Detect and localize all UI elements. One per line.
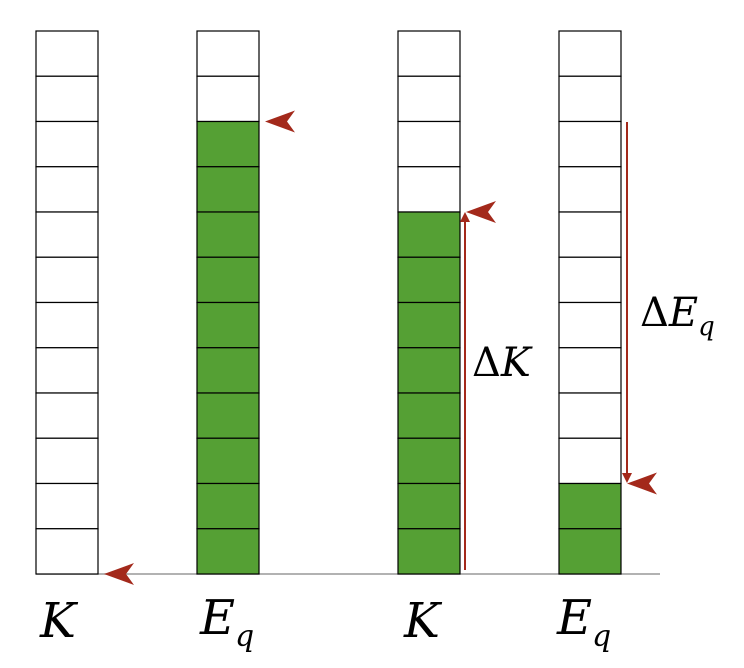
empty-cell	[35, 256, 99, 304]
empty-cell	[558, 30, 622, 77]
filled-cell	[196, 528, 260, 575]
empty-cell	[397, 75, 461, 123]
filled-cell	[196, 120, 260, 168]
bar-eq-after	[558, 30, 622, 575]
empty-cell	[397, 120, 461, 168]
filled-cell	[196, 166, 260, 213]
empty-cell	[35, 166, 99, 213]
filled-cell	[397, 301, 461, 349]
empty-cell	[35, 528, 99, 575]
filled-cell	[196, 482, 260, 530]
empty-cell	[35, 30, 99, 77]
empty-cell	[35, 120, 99, 168]
filled-cell	[397, 528, 461, 575]
empty-cell	[196, 75, 260, 123]
bars-group	[35, 30, 622, 575]
empty-cell	[558, 347, 622, 394]
filled-cell	[196, 347, 260, 394]
empty-cell	[35, 392, 99, 439]
filled-cell	[397, 482, 461, 530]
empty-cell	[196, 30, 260, 77]
delta-k-label: ΔK	[472, 340, 533, 386]
empty-cell	[558, 256, 622, 304]
empty-cell	[35, 211, 99, 258]
filled-cell	[196, 301, 260, 349]
filled-cell	[397, 437, 461, 485]
level-marker-eq-after	[627, 472, 657, 495]
empty-cell	[35, 75, 99, 123]
empty-cell	[558, 211, 622, 258]
empty-cell	[35, 482, 99, 530]
level-marker-k-before	[104, 563, 134, 585]
filled-cell	[196, 211, 260, 258]
filled-cell	[397, 256, 461, 304]
bar-label-eq-before: Eq	[199, 590, 254, 654]
filled-cell	[397, 211, 461, 258]
empty-cell	[558, 437, 622, 485]
bar-label-k-before: K	[39, 593, 79, 649]
bar-k-after	[397, 30, 461, 575]
empty-cell	[558, 75, 622, 123]
empty-cell	[558, 120, 622, 168]
empty-cell	[558, 392, 622, 439]
bar-eq-before	[196, 30, 260, 575]
filled-cell	[558, 528, 622, 575]
bar-label-k-after: K	[403, 593, 443, 649]
filled-cell	[196, 392, 260, 439]
bar-k-before	[35, 30, 99, 575]
markers-group	[104, 110, 657, 585]
empty-cell	[558, 166, 622, 213]
delta-eq-label: ΔEq	[640, 290, 715, 342]
filled-cell	[196, 437, 260, 485]
empty-cell	[558, 301, 622, 349]
empty-cell	[35, 347, 99, 394]
filled-cell	[558, 482, 622, 530]
level-marker-k-after	[466, 201, 496, 223]
empty-cell	[397, 30, 461, 77]
level-marker-eq-before	[265, 110, 295, 133]
filled-cell	[397, 392, 461, 439]
bar-label-eq-after: Eq	[556, 590, 611, 654]
empty-cell	[397, 166, 461, 213]
empty-cell	[35, 301, 99, 349]
empty-cell	[35, 437, 99, 485]
filled-cell	[397, 347, 461, 394]
filled-cell	[196, 256, 260, 304]
